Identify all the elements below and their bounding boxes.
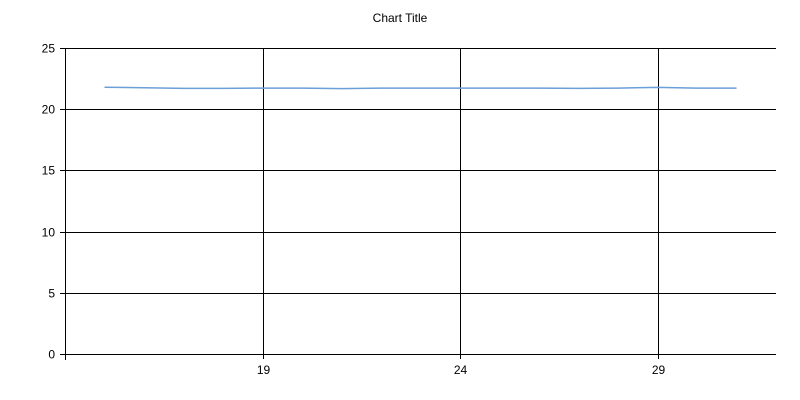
y-tick-label: 15 [42,164,56,178]
x-tick-label: 29 [652,363,666,377]
y-tick-label: 20 [42,103,56,117]
x-tick-label: 19 [257,363,271,377]
y-tick-label: 5 [48,287,55,301]
y-tick-label: 25 [42,42,56,56]
series-line [104,86,737,90]
y-tick-label: 10 [42,226,56,240]
y-tick-label: 0 [48,348,55,362]
x-tick-label: 24 [454,363,468,377]
chart-title: Chart Title [372,11,428,25]
